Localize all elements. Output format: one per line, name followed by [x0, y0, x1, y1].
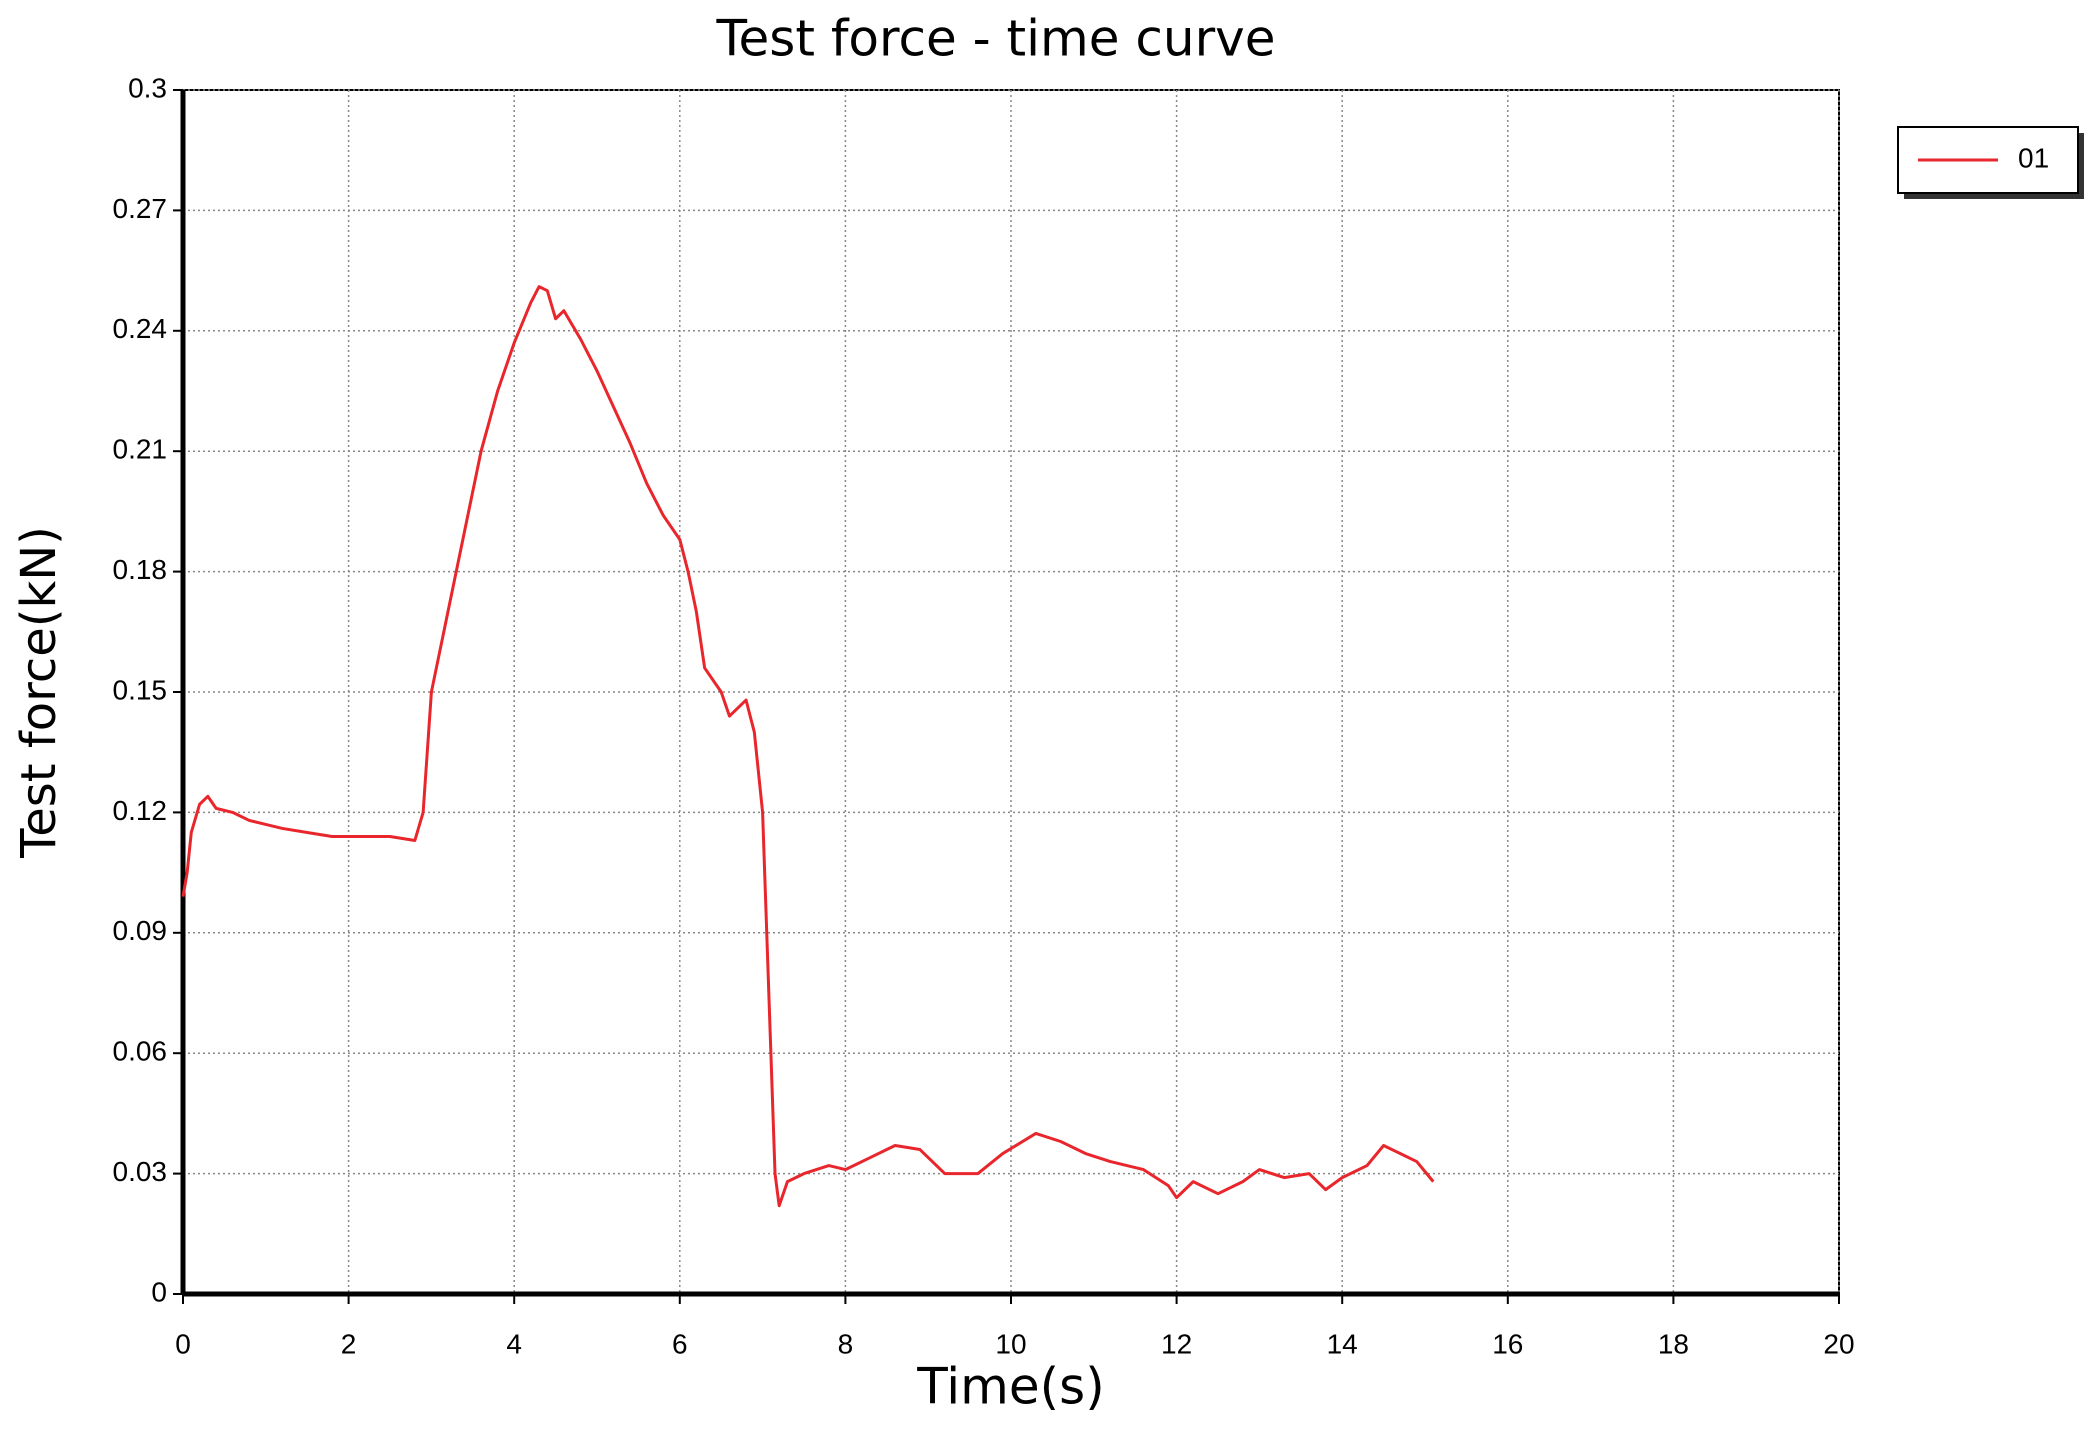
y-tick-label: 0.3 — [128, 72, 167, 103]
y-tick-label: 0.06 — [113, 1036, 168, 1067]
y-tick-label: 0.24 — [113, 313, 168, 344]
y-tick-label: 0.03 — [113, 1156, 168, 1187]
y-tick-label: 0 — [151, 1276, 167, 1307]
x-tick-label: 12 — [1161, 1328, 1192, 1359]
y-tick-label: 0.27 — [113, 193, 168, 224]
y-tick-label: 0.21 — [113, 434, 168, 465]
y-tick-label: 0.18 — [113, 554, 168, 585]
y-axis-label: Test force(kN) — [11, 526, 67, 859]
x-tick-label: 6 — [672, 1328, 688, 1359]
y-tick-label: 0.15 — [113, 674, 168, 705]
x-tick-label: 10 — [995, 1328, 1026, 1359]
x-axis-label: Time(s) — [916, 1358, 1104, 1416]
x-tick-label: 8 — [838, 1328, 854, 1359]
legend-label: 01 — [2018, 142, 2049, 173]
legend: 01 — [1897, 126, 2084, 199]
y-tick-label: 0.12 — [113, 795, 168, 826]
x-tick-label: 14 — [1327, 1328, 1358, 1359]
x-tick-label: 16 — [1492, 1328, 1523, 1359]
x-tick-label: 2 — [341, 1328, 357, 1359]
y-tick-label: 0.09 — [113, 915, 168, 946]
chart-title: Test force - time curve — [715, 10, 1275, 68]
data-line — [181, 285, 1435, 1208]
x-tick-label: 4 — [506, 1328, 522, 1359]
x-tick-label: 20 — [1823, 1328, 1854, 1359]
x-tick-label: 0 — [175, 1328, 191, 1359]
x-tick-label: 18 — [1658, 1328, 1689, 1359]
